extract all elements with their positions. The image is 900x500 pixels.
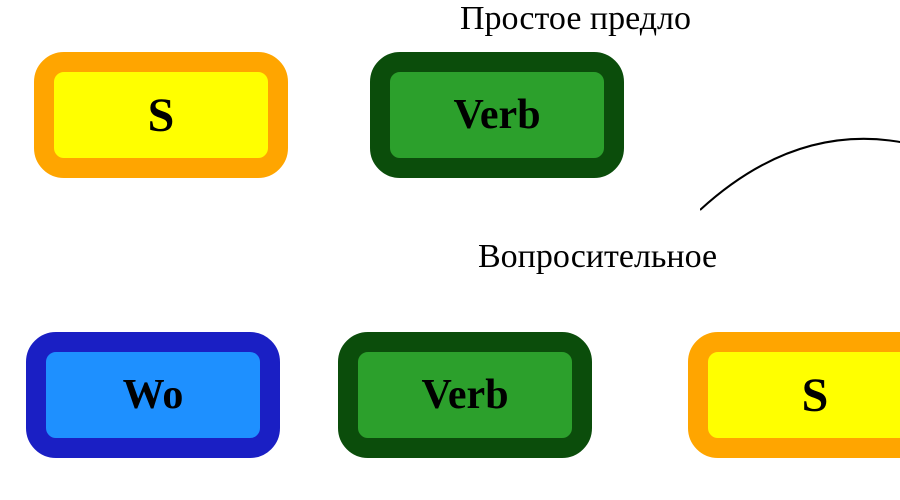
box-verb-bottom-label: Verb — [421, 371, 508, 419]
box-question-word: Wo — [26, 332, 280, 458]
box-subject-bottom: S — [688, 332, 900, 458]
connector-arc-path — [700, 139, 900, 210]
box-verb-top-label: Verb — [453, 91, 540, 139]
connector-arc-icon — [700, 100, 900, 220]
box-subject-top: S — [34, 52, 288, 178]
box-verb-bottom: Verb — [338, 332, 592, 458]
box-subject-bottom-label: S — [802, 368, 829, 423]
box-verb-top: Verb — [370, 52, 624, 178]
heading-simple-sentence: Простое предло — [460, 0, 691, 38]
heading-interrogative-sentence: Вопросительное — [478, 238, 717, 276]
box-question-word-label: Wo — [123, 371, 184, 419]
box-subject-top-label: S — [148, 88, 175, 143]
